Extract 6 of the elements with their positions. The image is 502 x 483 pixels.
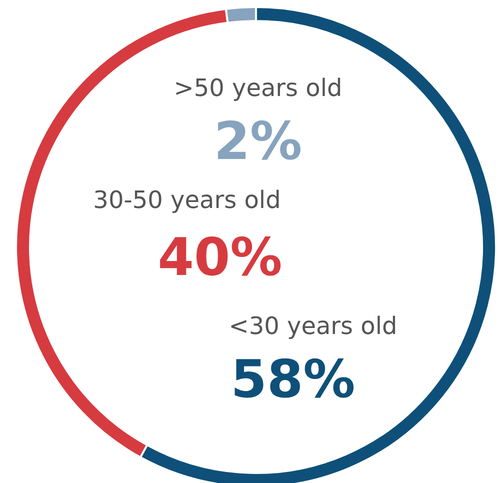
data-label: 40% — [158, 228, 282, 288]
slice-label: 30-50 years old — [93, 186, 281, 214]
slice-label: >50 years old — [174, 74, 342, 102]
data-label: 58% — [230, 350, 356, 410]
data-label: 2% — [214, 112, 302, 172]
slice-label: <30 years old — [228, 312, 398, 340]
